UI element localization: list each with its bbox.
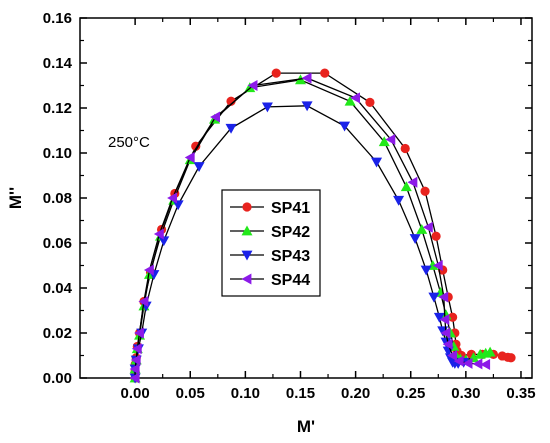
legend-marker-sp42: [241, 225, 253, 236]
data-point-sp41: [420, 186, 430, 196]
data-point-sp44: [184, 152, 195, 163]
axes: 0.00 0.05 0.10 0.15 0.20 0.25 0.30 0.35 0.00 0.02…: [43, 10, 536, 402]
data-point-sp43: [393, 195, 405, 206]
data-point-sp41: [365, 97, 375, 107]
x-tick-label: 0.10: [231, 385, 260, 402]
x-tick-label: 0.35: [506, 385, 535, 402]
data-point-sp43: [225, 123, 237, 134]
y-tick-label: 0.14: [43, 55, 73, 72]
data-point-sp41: [506, 353, 516, 363]
data-point-sp42: [484, 346, 496, 357]
y-tick-label: 0.06: [43, 235, 72, 252]
legend: SP41 SP42 SP43 SP44: [221, 189, 321, 297]
series-sp41: [130, 68, 516, 383]
data-point-sp44: [447, 350, 458, 361]
data-point-sp44: [407, 176, 418, 188]
x-tick-label: 0.25: [396, 385, 425, 402]
legend-label-sp41: SP41: [271, 200, 310, 217]
data-point-sp44: [210, 111, 220, 123]
y-axis-title: M'': [6, 187, 25, 209]
data-point-sp41: [448, 312, 458, 322]
data-point-sp44: [462, 357, 473, 369]
data-point-sp43: [442, 346, 454, 357]
y-tick-label: 0.02: [43, 325, 72, 342]
x-tick-label: 0.05: [176, 385, 205, 402]
y-tick-label: 0.08: [43, 190, 72, 207]
data-point-sp43: [409, 234, 421, 244]
legend-label-sp43: SP43: [271, 248, 310, 265]
y-tick-label: 0.16: [43, 10, 72, 27]
data-point-sp43: [301, 101, 313, 112]
y-tick-label: 0.12: [43, 100, 72, 117]
data-point-sp42: [244, 82, 256, 93]
x-tick-label: 0.00: [121, 385, 150, 402]
data-point-sp41: [226, 96, 236, 106]
data-point-sp42: [400, 181, 412, 192]
data-point-sp43: [172, 200, 184, 211]
plot-marks: [129, 68, 516, 384]
legend-label-sp44: SP44: [271, 272, 310, 289]
data-point-sp42: [344, 95, 356, 106]
x-tick-label: 0.20: [341, 385, 370, 402]
data-point-sp43: [193, 162, 205, 172]
data-point-sp41: [400, 143, 410, 154]
legend-box: [221, 189, 321, 297]
data-point-sp44: [385, 134, 396, 145]
legend-marker-sp44: [241, 273, 252, 285]
data-point-sp44: [129, 363, 140, 375]
data-point-sp44: [131, 343, 142, 355]
data-point-sp44: [134, 327, 144, 339]
data-point-sp44: [439, 314, 450, 325]
y-tick-label: 0.04: [43, 280, 73, 297]
data-point-sp43: [420, 265, 432, 276]
data-point-sp43: [261, 102, 273, 113]
data-point-sp44: [432, 260, 443, 271]
data-point-sp44: [472, 358, 483, 370]
data-point-sp42: [416, 224, 428, 234]
data-point-sp43: [433, 312, 445, 323]
data-point-sp44: [130, 354, 141, 366]
data-point-sp43: [371, 157, 383, 168]
legend-label-sp42: SP42: [271, 224, 310, 241]
x-tick-label: 0.30: [451, 385, 480, 402]
data-point-sp41: [431, 231, 441, 241]
data-point-sp44: [350, 92, 361, 104]
data-point-sp44: [301, 72, 312, 84]
temperature-annotation: 250°C: [108, 134, 150, 151]
data-point-sp44: [138, 296, 149, 307]
data-point-sp44: [453, 355, 464, 367]
data-point-sp44: [440, 327, 451, 339]
data-point-sp41: [271, 68, 281, 78]
data-point-sp44: [143, 264, 154, 276]
legend-marker-sp43: [241, 250, 253, 261]
y-tick-label: 0.00: [43, 370, 72, 387]
data-point-sp43: [339, 121, 351, 132]
data-point-sp44: [153, 228, 164, 240]
data-point-sp44: [442, 338, 453, 350]
x-axis-title: M': [297, 417, 315, 436]
data-point-sp44: [167, 192, 178, 204]
data-point-sp43: [158, 236, 170, 247]
data-point-sp42: [378, 136, 390, 147]
data-point-sp44: [438, 291, 449, 303]
legend-marker-sp41: [242, 202, 252, 212]
data-point-sp44: [480, 359, 491, 370]
y-tick-label: 0.10: [43, 145, 72, 162]
data-point-sp44: [422, 221, 433, 233]
data-point-sp44: [129, 372, 140, 384]
series-sp44: [129, 72, 491, 384]
x-tick-label: 0.15: [286, 385, 315, 402]
data-point-sp44: [247, 80, 258, 91]
data-point-sp43: [428, 292, 440, 303]
data-point-sp41: [320, 68, 330, 78]
